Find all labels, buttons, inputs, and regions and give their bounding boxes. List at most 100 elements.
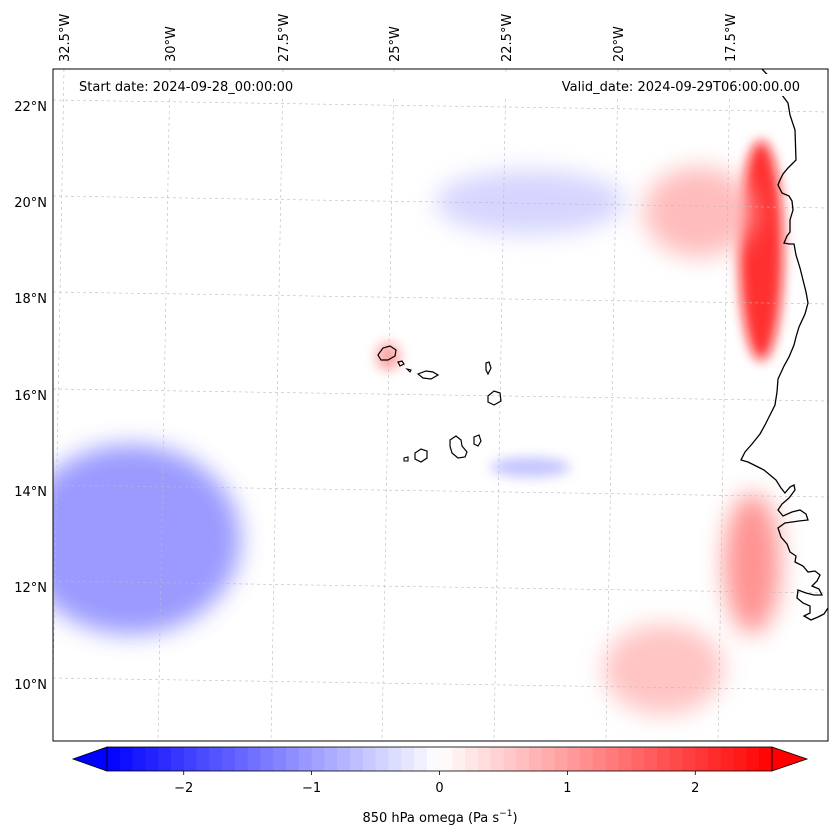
island-santiago bbox=[449, 435, 468, 459]
colorbar-cell bbox=[708, 747, 722, 771]
colorbar-cell bbox=[401, 747, 415, 771]
colorbar-cell bbox=[580, 747, 594, 771]
latitude-tick-label: 18°N bbox=[14, 292, 47, 307]
latitude-tick-label: 12°N bbox=[14, 581, 47, 596]
colorbar-cell bbox=[618, 747, 632, 771]
colorbar-cell bbox=[695, 747, 709, 771]
colorbar-label: 850 hPa omega (Pa s−1) bbox=[362, 809, 517, 826]
colorbar-cell bbox=[324, 747, 338, 771]
longitude-tick-label: 30°W bbox=[164, 26, 179, 62]
start-date-label: Start date: 2024-09-28_00:00:00 bbox=[79, 80, 293, 95]
latitude-tick-label: 10°N bbox=[14, 678, 47, 693]
longitude-tick-label: 27.5°W bbox=[277, 14, 292, 62]
latitude-tick-label: 14°N bbox=[14, 485, 47, 500]
colorbar-cell bbox=[222, 747, 236, 771]
colorbar-cell bbox=[362, 747, 377, 771]
omega-anomaly bbox=[603, 624, 724, 715]
colorbar-cell bbox=[554, 747, 568, 771]
latitude-tick-labels: 22°N 20°N 18°N 16°N 14°N 12°N 10°N bbox=[14, 100, 47, 693]
colorbar-ticks: −2 −1 0 1 2 bbox=[174, 771, 699, 796]
latitude-tick-label: 16°N bbox=[14, 389, 47, 404]
colorbar-cell bbox=[132, 747, 146, 771]
longitude-tick-label: 20°W bbox=[612, 26, 627, 62]
colorbar-tick-label: 1 bbox=[563, 781, 571, 796]
colorbar-cell bbox=[733, 747, 748, 771]
colorbar-cell bbox=[529, 747, 543, 771]
colorbar-cell bbox=[286, 747, 300, 771]
longitude-tick-label: 17.5°W bbox=[724, 14, 739, 62]
header-strip bbox=[68, 74, 808, 96]
colorbar-cell bbox=[388, 747, 402, 771]
colorbar-tick-label: −1 bbox=[302, 781, 321, 796]
colorbar-cell bbox=[349, 747, 364, 771]
meridian-gridline bbox=[157, 69, 171, 741]
gridlines bbox=[53, 69, 828, 741]
omega-anomaly bbox=[435, 170, 626, 235]
map-panel: Start date: 2024-09-28_00:00:00 Valid_da… bbox=[52, 68, 829, 742]
colorbar-cell bbox=[720, 747, 735, 771]
colorbar-cell bbox=[644, 747, 658, 771]
meridian-gridline bbox=[381, 69, 395, 741]
longitude-tick-labels: 32.5°W 30°W 27.5°W 25°W 22.5°W 20°W 17.5°W bbox=[58, 14, 739, 62]
island-fogo bbox=[414, 448, 428, 463]
colorbar-cell bbox=[234, 747, 249, 771]
colorbar-cell bbox=[247, 747, 262, 771]
colorbar-tick-label: 0 bbox=[435, 781, 443, 796]
island-sal bbox=[485, 361, 492, 376]
colorbar-cell bbox=[682, 747, 696, 771]
colorbar-cell bbox=[145, 747, 159, 771]
colorbar-cell bbox=[465, 747, 479, 771]
longitude-tick-label: 32.5°W bbox=[58, 14, 73, 62]
colorbar-cell bbox=[656, 747, 671, 771]
colorbar-cell bbox=[490, 747, 505, 771]
colorbar-cell bbox=[605, 747, 620, 771]
colorbar-tick-label: −2 bbox=[174, 781, 193, 796]
meridian-gridline bbox=[605, 69, 619, 741]
colorbar-cell bbox=[516, 747, 530, 771]
omega-anomaly bbox=[739, 140, 784, 361]
colorbar-extend-low bbox=[71, 746, 108, 772]
longitude-tick-label: 25°W bbox=[388, 26, 403, 62]
colorbar-cell bbox=[631, 747, 645, 771]
colorbar-cell bbox=[183, 747, 198, 771]
colorbar-cell bbox=[413, 747, 428, 771]
colorbar-cell bbox=[669, 747, 684, 771]
omega-anomaly bbox=[490, 457, 571, 478]
colorbar-label-prefix: 850 hPa omega (Pa s bbox=[362, 811, 499, 826]
omega-anomaly bbox=[724, 493, 781, 634]
island-boa-vista bbox=[487, 390, 502, 406]
colorbar-label-suffix: ) bbox=[512, 811, 517, 826]
omega-field bbox=[53, 140, 784, 715]
omega-anomaly bbox=[643, 166, 754, 257]
colorbar-cells bbox=[107, 747, 773, 771]
colorbar-cell bbox=[170, 747, 185, 771]
island-sao-nicolau bbox=[416, 370, 440, 380]
colorbar-cell bbox=[452, 747, 466, 771]
meridian-gridline bbox=[270, 69, 284, 741]
colorbar-cell bbox=[119, 747, 134, 771]
colorbar-cell bbox=[158, 747, 172, 771]
omega-anomaly bbox=[53, 444, 241, 635]
colorbar-cell bbox=[746, 747, 760, 771]
colorbar-extend-high bbox=[771, 746, 809, 772]
map-frame bbox=[52, 68, 829, 742]
latitude-tick-label: 22°N bbox=[14, 100, 47, 115]
colorbar-cell bbox=[196, 747, 210, 771]
meridian-gridline bbox=[717, 69, 731, 741]
cape-verde-islands bbox=[377, 345, 502, 463]
island-brava bbox=[403, 456, 409, 462]
latitude-tick-label: 20°N bbox=[14, 196, 47, 211]
island-santa-luzia bbox=[405, 367, 412, 373]
longitude-tick-label: 22.5°W bbox=[500, 14, 515, 62]
colorbar-cell bbox=[107, 747, 121, 771]
island-maio bbox=[473, 434, 482, 447]
colorbar-cell bbox=[759, 747, 773, 771]
colorbar-cell bbox=[209, 747, 223, 771]
colorbar: −2 −1 0 1 2 850 hPa omega (Pa s−1) bbox=[71, 746, 809, 826]
colorbar-cell bbox=[298, 747, 313, 771]
valid-date-label: Valid_date: 2024-09-29T06:00:00.00 bbox=[562, 80, 800, 95]
colorbar-cell bbox=[273, 747, 287, 771]
colorbar-cell bbox=[567, 747, 581, 771]
meridian-gridline bbox=[53, 69, 65, 702]
